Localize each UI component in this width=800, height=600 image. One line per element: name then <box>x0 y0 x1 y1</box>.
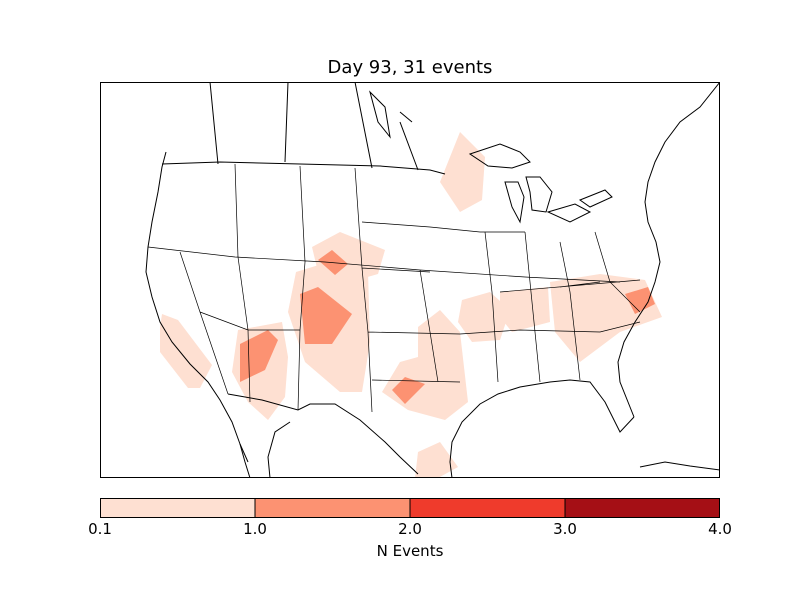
east-coastline <box>617 82 720 418</box>
map-canvas <box>100 82 720 478</box>
colorbar <box>100 498 720 518</box>
density-patch-oklahoma-core <box>392 377 425 404</box>
colorbar-bin-1 <box>255 498 410 518</box>
colorbar-tick-3: 3.0 <box>553 520 577 538</box>
density-patches <box>160 132 662 478</box>
us-mexico-border <box>227 393 419 475</box>
map-border <box>100 82 720 478</box>
us-canada-border <box>161 161 446 175</box>
density-patch-arizona-nevada-core <box>240 330 278 382</box>
density-patch-colorado-core <box>300 287 352 344</box>
density-patch-wisconsin <box>440 132 485 212</box>
colorbar-bin-0 <box>100 498 255 518</box>
colorbar-tick-1: 1.0 <box>243 520 267 538</box>
boundaries <box>145 82 720 478</box>
density-patch-california <box>160 314 212 388</box>
density-patch-arkansas-missouri <box>458 292 510 342</box>
colorbar-label: N Events <box>376 542 444 560</box>
colorbar-tick-4: 4.0 <box>708 520 732 538</box>
canada-province-lines <box>209 82 419 171</box>
colorbar-tick-0: 0.1 <box>88 520 112 538</box>
west-coastline <box>145 151 249 463</box>
cuba-coastline <box>639 461 720 471</box>
map-panel <box>100 82 720 478</box>
colorbar-tick-2: 2.0 <box>398 520 422 538</box>
gulf-coastline <box>449 379 635 478</box>
northern-lakes <box>369 90 413 139</box>
density-patch-south-texas <box>415 442 458 478</box>
density-patch-carolinas-core <box>625 287 655 314</box>
state-lines <box>147 163 641 413</box>
colorbar-bin-3 <box>565 498 720 518</box>
great-lakes <box>468 143 613 224</box>
density-patch-kentucky-tennessee <box>500 287 550 332</box>
colorbar-bin-2 <box>410 498 565 518</box>
map-title: Day 93, 31 events <box>327 57 493 78</box>
mexico-coastline <box>239 421 291 478</box>
